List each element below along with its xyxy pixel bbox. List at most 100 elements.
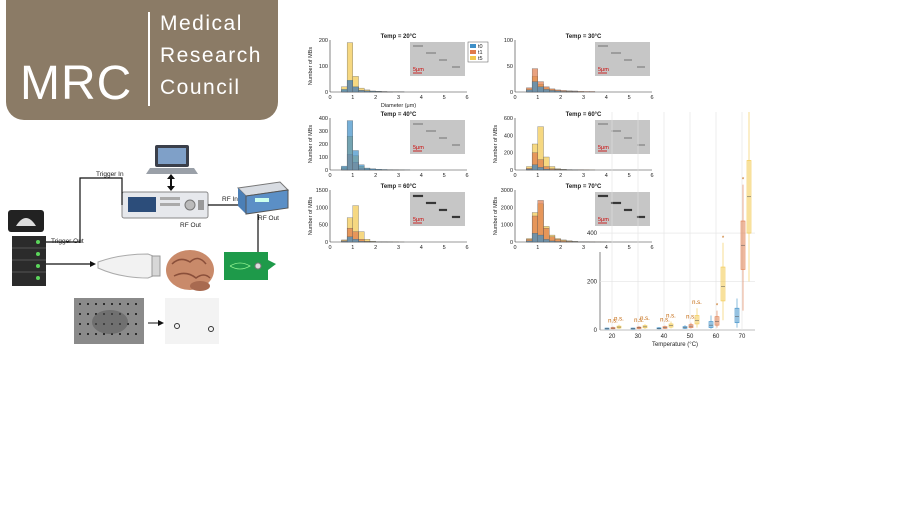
x-tick-label: 0 (513, 173, 516, 179)
histogram-bar-t0 (537, 167, 544, 171)
x-axis-label: Diameter (μm) (381, 103, 416, 109)
x-tick-label: 1 (351, 95, 354, 101)
histogram-bar-t0 (537, 234, 544, 243)
histogram-bar-t0 (346, 80, 353, 93)
bubble-dot (641, 66, 643, 68)
bubble-dot (626, 59, 628, 61)
transducer-board-icon (224, 252, 276, 280)
x-tick-label: 1 (536, 245, 539, 251)
y-tick-label: 1000 (316, 205, 328, 211)
significance-label: n.s. (692, 300, 702, 306)
histogram-bar-t0 (571, 91, 578, 93)
histogram-bar-t0 (549, 240, 556, 243)
bubble-dot (421, 123, 423, 125)
ultrasound-system-icon (8, 210, 46, 286)
x-tick-label: 1 (536, 95, 539, 101)
box-t1 (714, 316, 720, 326)
bubble-dot (598, 123, 600, 125)
bubble-dot (441, 137, 443, 139)
bubble-dot (445, 59, 447, 61)
link-arrow-icon (167, 174, 175, 191)
micrograph-inset (410, 42, 465, 76)
x-tick-label: 2 (374, 245, 377, 251)
histogram-bar-t0 (531, 164, 538, 171)
bubble-dot (628, 137, 630, 139)
bubble-dot (430, 52, 432, 54)
laptop-icon (146, 145, 198, 174)
bubble-dot (613, 52, 615, 54)
bubble-dot (611, 52, 613, 54)
ultrasound-probe-icon (97, 253, 161, 279)
rf-in-label: RF In (222, 196, 238, 203)
y-tick-label: 100 (504, 38, 513, 44)
histogram-bar-t0 (526, 168, 533, 171)
histogram-bar-t0 (358, 241, 365, 243)
x-tick-label: 0 (513, 245, 516, 251)
x-tick-label: 40 (661, 334, 668, 340)
x-tick-label: 4 (605, 95, 608, 101)
significance-label: n.s. (640, 316, 650, 322)
x-tick-label: 1 (536, 173, 539, 179)
bubble-dot (418, 194, 422, 198)
x-tick-label: 3 (582, 95, 585, 101)
x-tick-label: 6 (650, 173, 653, 179)
box-t5 (694, 315, 700, 325)
histogram-bar-t1 (577, 91, 584, 93)
panel-title: Temp = 70°C (566, 184, 602, 190)
bubble-dot (441, 59, 443, 61)
x-tick-label: 3 (397, 95, 400, 101)
bubble-dot (597, 194, 601, 198)
bubble-dot (414, 194, 418, 198)
y-tick-label: 50 (507, 64, 513, 70)
x-tick-label: 6 (465, 95, 468, 101)
bubble-dot (641, 144, 643, 146)
histogram-bar-t0 (537, 86, 544, 93)
histogram-bar-t0 (526, 240, 533, 243)
significance-label: n.s. (666, 314, 676, 320)
y-axis-label: Number of MBs (308, 125, 314, 163)
histogram-bar-t0 (554, 90, 561, 93)
bubble-dot (614, 201, 618, 205)
bubble-dot (452, 144, 454, 146)
histogram-bar-t0 (381, 169, 388, 171)
box-t0 (734, 307, 740, 324)
y-tick-label: 400 (587, 231, 598, 237)
legend-label: t0 (478, 44, 483, 50)
bubble-dot (602, 123, 604, 125)
bubble-dot (427, 201, 431, 205)
bubble-dot (627, 208, 631, 212)
y-tick-label: 0 (510, 168, 513, 174)
panel-title: Temp = 30°C (566, 34, 602, 40)
bubble-dot (440, 208, 444, 212)
histogram-bar-t0 (543, 89, 550, 93)
bubble-dot (598, 45, 600, 47)
bubble-dot (454, 66, 456, 68)
significance-label: n.s. (686, 315, 696, 321)
bubble-dot (629, 208, 633, 212)
y-axis-label: Number of MBs (308, 197, 314, 235)
bubble-dot (458, 66, 460, 68)
signal-generator-icon (121, 191, 209, 219)
bubble-dot (426, 130, 428, 132)
bubble-dot (453, 215, 457, 219)
bubble-dot (617, 52, 619, 54)
box-t5 (720, 266, 726, 302)
trigger-out-label: Trigger Out (51, 238, 84, 245)
histogram-bar-t1 (589, 91, 596, 93)
micrograph-inset (595, 120, 650, 154)
x-tick-label: 5 (443, 95, 446, 101)
logo-line-3: Council (160, 76, 241, 99)
bubble-dot (417, 45, 419, 47)
x-tick-label: 50 (687, 334, 694, 340)
bubble-dot (640, 215, 644, 219)
y-tick-label: 0 (510, 90, 513, 96)
bubble-dot (639, 144, 641, 146)
histogram-grid: Temp = 20°C 0 100 200 0 1 2 3 4 5 6 Number of MBs 5μ… (300, 30, 670, 255)
bubble-dot (604, 45, 606, 47)
x-tick-label: 20 (609, 334, 616, 340)
bubble-dot (420, 194, 424, 198)
bubble-dot (432, 52, 434, 54)
bubble-dot (606, 123, 608, 125)
x-tick-label: 4 (605, 245, 608, 251)
y-tick-label: 0 (510, 240, 513, 246)
